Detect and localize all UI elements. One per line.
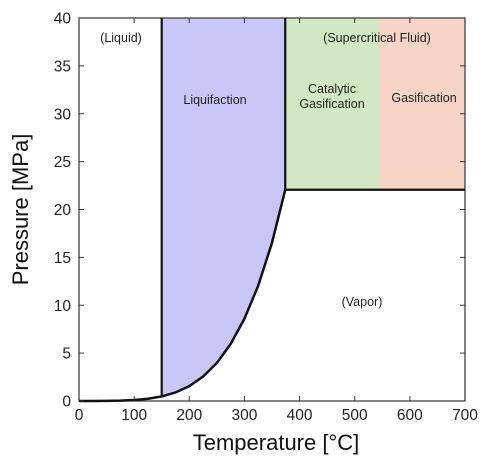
gasification-region: [379, 18, 465, 190]
vapor-pressure-curve: [78, 189, 287, 403]
y-tick-label: 40: [54, 11, 72, 28]
x-tick-label: 300: [231, 407, 257, 424]
y-tick-label: 15: [54, 250, 71, 267]
y-tick-label: 35: [54, 58, 71, 75]
x-tick-label: 200: [176, 407, 202, 424]
y-axis-title: Pressure [MPa]: [8, 134, 33, 286]
x-axis-title: Temperature [°C]: [193, 430, 360, 455]
region-label-catalytic-gasification: Catalytic Gasification: [299, 82, 364, 111]
y-tick-label: 20: [54, 202, 72, 219]
x-axis-ticks: 0 100 200 300 400 500 600 700: [75, 18, 478, 424]
x-tick-label: 600: [397, 407, 423, 424]
region-label-liquifaction: Liquifaction: [183, 93, 246, 107]
region-label-liquid: (Liquid): [100, 31, 142, 45]
catalytic-gasification-region: [285, 18, 380, 190]
x-tick-label: 700: [452, 407, 478, 424]
region-label-vapor: (Vapor): [342, 295, 383, 309]
x-tick-label: 0: [75, 407, 84, 424]
liquifaction-region: [161, 18, 286, 397]
y-tick-label: 25: [54, 154, 71, 171]
x-tick-label: 500: [342, 407, 368, 424]
region-label-supercritical-fluid: (Supercritical Fluid): [323, 31, 431, 45]
y-tick-label: 30: [54, 106, 72, 123]
x-tick-label: 100: [121, 407, 147, 424]
y-axis-ticks: 0 5 10 15 20 25 30 35 40: [54, 11, 465, 411]
y-tick-label: 5: [62, 346, 71, 363]
x-tick-label: 400: [287, 407, 313, 424]
region-label-gasification: Gasification: [391, 91, 456, 105]
y-tick-label: 10: [54, 298, 72, 315]
y-tick-label: 0: [62, 394, 71, 411]
region-labels: (Liquid) Liquifaction Catalytic Gasificatio…: [100, 31, 457, 309]
